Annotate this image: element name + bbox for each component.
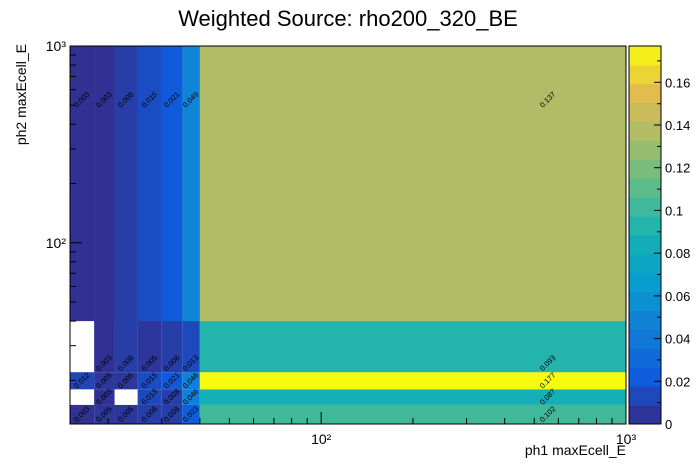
y-axis-label: ph2 maxEcell_E	[13, 44, 29, 145]
heatmap-cell	[70, 372, 95, 390]
heatmap-cell	[199, 389, 626, 405]
colorbar-segment	[629, 405, 661, 425]
heatmap-cell	[94, 372, 115, 390]
colorbar-segment	[629, 140, 661, 160]
colorbar-tick-label: 0.14	[665, 118, 690, 133]
heatmap-cell	[182, 46, 200, 322]
plot-frame	[69, 45, 627, 425]
colorbar-tick-label: 0.02	[665, 374, 690, 389]
heatmap-cell	[70, 404, 95, 424]
colorbar-segment	[629, 348, 661, 368]
heatmap-cell	[94, 389, 115, 405]
colorbar-segment	[629, 216, 661, 236]
y-tick-label: 10²	[46, 235, 67, 251]
x-tick-label: 10²	[311, 431, 332, 447]
heatmap-cell	[182, 372, 200, 390]
heatmap-cell	[199, 372, 626, 390]
heatmap-cell	[199, 404, 626, 424]
heatmap-cell	[114, 372, 138, 390]
colorbar-segment	[629, 235, 661, 255]
colorbar-segment	[629, 197, 661, 217]
colorbar-tick-label: 0	[665, 417, 672, 432]
heatmap-cell	[137, 389, 162, 405]
colorbar-tick-label: 0.16	[665, 75, 690, 90]
heatmap-cell	[161, 46, 183, 322]
colorbar-segment	[629, 121, 661, 141]
heatmap-cell	[114, 46, 138, 322]
heatmap-cell	[161, 389, 183, 405]
colorbar-tick-label: 0.1	[665, 203, 683, 218]
chart-title: Weighted Source: rho200_320_BE	[178, 6, 518, 31]
colorbar-tick-label: 0.06	[665, 289, 690, 304]
heatmap-cell	[199, 46, 626, 322]
x-axis-label: ph1 maxEcell_E	[525, 442, 626, 458]
colorbar: 0 0.02 0.04 0.06 0.08 0.1 0.12 0.14 0.16	[628, 45, 690, 432]
colorbar-segment	[629, 310, 661, 330]
x-tick-label: 10³	[616, 431, 637, 447]
heatmap-cells: 0.003 0.005 0.005 0.008 0.008 0.023 0.1020.003…	[70, 46, 626, 424]
colorbar-tick-label: 0.08	[665, 246, 690, 261]
colorbar-segment	[629, 46, 661, 66]
colorbar-segment	[629, 178, 661, 198]
colorbar-segment	[629, 329, 661, 349]
colorbar-tick-label: 0.12	[665, 161, 690, 176]
heatmap-cell	[182, 404, 200, 424]
colorbar-segment	[629, 386, 661, 406]
colorbar-segment	[629, 367, 661, 387]
heatmap-cell	[137, 372, 162, 390]
colorbar-segment	[629, 253, 661, 274]
colorbar-segment	[629, 102, 661, 123]
heatmap-cell	[182, 389, 200, 405]
colorbar-segment	[629, 291, 661, 312]
heatmap-cell	[137, 46, 162, 322]
colorbar-segment	[629, 64, 661, 85]
heatmap-cell	[161, 404, 183, 424]
heatmap-cell	[114, 404, 138, 424]
colorbar-segment	[629, 272, 661, 293]
colorbar-tick-label: 0.04	[665, 332, 690, 347]
colorbar-segment	[629, 83, 661, 104]
heatmap-cell	[161, 372, 183, 390]
heatmap-cell	[94, 404, 115, 424]
colorbar-segment	[629, 159, 661, 179]
axis-ticks: 10² 10³ 10² 10³	[46, 38, 637, 447]
heatmap-cell	[137, 404, 162, 424]
heatmap-cell	[94, 46, 115, 322]
y-tick-label: 10³	[46, 38, 67, 54]
